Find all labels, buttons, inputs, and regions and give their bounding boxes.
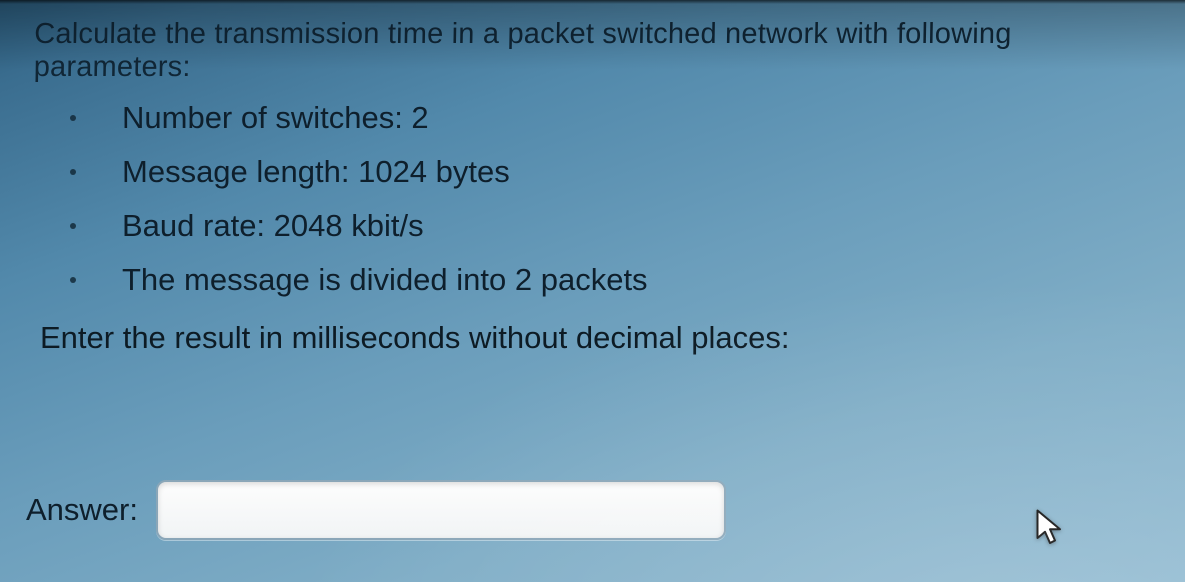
bullet-icon	[70, 277, 76, 283]
list-item: Number of switches: 2	[64, 100, 1157, 136]
list-item: Baud rate: 2048 kbit/s	[64, 208, 1157, 244]
answer-row: Answer:	[26, 480, 726, 540]
result-instruction: Enter the result in milliseconds without…	[40, 320, 1157, 356]
parameters-list: Number of switches: 2 Message length: 10…	[64, 100, 1157, 298]
bullet-icon	[70, 169, 76, 175]
parameter-text: Message length: 1024 bytes	[122, 154, 510, 190]
list-item: Message length: 1024 bytes	[64, 154, 1157, 190]
answer-label: Answer:	[26, 492, 138, 528]
bullet-icon	[70, 115, 76, 121]
list-item: The message is divided into 2 packets	[64, 262, 1157, 298]
parameter-text: Number of switches: 2	[122, 100, 429, 136]
answer-input[interactable]	[156, 480, 726, 540]
bullet-icon	[70, 223, 76, 229]
parameter-text: The message is divided into 2 packets	[122, 262, 648, 298]
cursor-icon	[1035, 508, 1065, 548]
parameter-text: Baud rate: 2048 kbit/s	[122, 208, 424, 244]
question-intro: Calculate the transmission time in a pac…	[33, 18, 1157, 84]
